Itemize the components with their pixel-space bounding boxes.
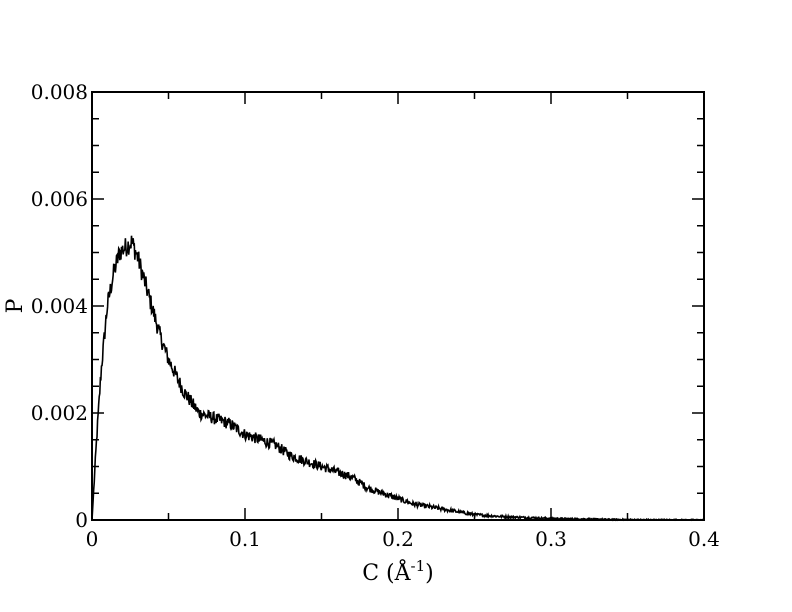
x-axis-label-superscript: -1 — [411, 557, 426, 575]
x-tick-label: 0.2 — [382, 527, 414, 551]
y-tick-label: 0.006 — [31, 187, 88, 211]
x-axis-label-close: ) — [425, 561, 434, 586]
y-tick-label: 0.002 — [31, 401, 88, 425]
ticks — [91, 91, 705, 521]
tick-labels: 0 0.1 0.2 0.3 0.4 0 0.002 0.004 0.006 0.008 — [31, 80, 720, 551]
y-axis-label: P — [3, 298, 28, 313]
x-tick-label: 0.1 — [229, 527, 261, 551]
y-tick-label: 0.008 — [31, 80, 88, 104]
plot-frame — [91, 91, 705, 521]
x-tick-label: 0.3 — [535, 527, 567, 551]
x-axis-label: C (Å-1) — [362, 557, 434, 586]
x-axis-label-main: C (Å — [362, 558, 411, 586]
y-tick-label: 0 — [75, 508, 88, 532]
y-tick-label: 0.004 — [31, 294, 88, 318]
x-tick-label: 0 — [86, 527, 99, 551]
x-tick-label: 0.4 — [688, 527, 720, 551]
series-line — [91, 235, 705, 522]
